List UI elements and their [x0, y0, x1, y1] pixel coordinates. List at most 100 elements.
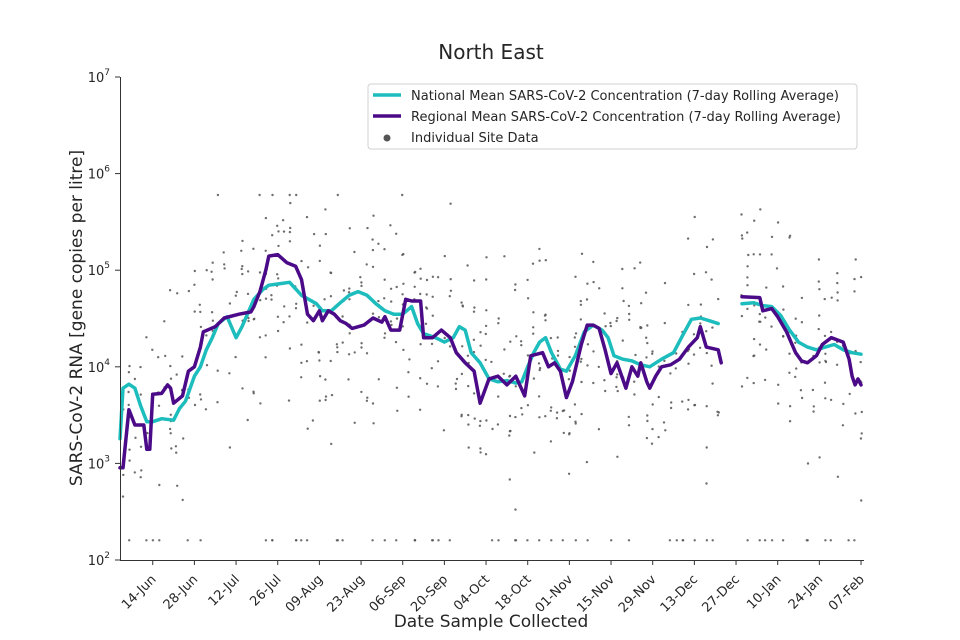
- site-data-point: [579, 303, 583, 306]
- site-data-point: [473, 306, 476, 309]
- site-data-point: [318, 399, 321, 402]
- site-data-point: [609, 321, 612, 325]
- site-data-point: [574, 275, 577, 278]
- site-data-point: [151, 539, 155, 542]
- site-data-point: [740, 213, 743, 216]
- site-data-point: [348, 287, 351, 290]
- site-data-point: [592, 260, 595, 264]
- site-data-point: [705, 482, 708, 485]
- site-data-point: [436, 385, 440, 388]
- site-data-point: [329, 359, 332, 363]
- site-data-point: [199, 539, 202, 542]
- site-data-point: [176, 292, 179, 295]
- x-tick-label: 04-Oct: [451, 572, 493, 614]
- site-data-point: [408, 358, 411, 361]
- site-data-point: [562, 431, 565, 435]
- site-data-point: [341, 341, 344, 344]
- site-data-point: [259, 402, 262, 405]
- site-data-point: [395, 285, 398, 289]
- site-data-point: [324, 378, 327, 381]
- site-data-point: [711, 326, 714, 329]
- site-data-point: [383, 332, 387, 335]
- site-data-point: [847, 539, 850, 542]
- site-data-point: [609, 324, 612, 328]
- site-data-point: [561, 539, 564, 542]
- site-data-point: [533, 451, 536, 454]
- site-data-point: [264, 356, 267, 359]
- site-data-point: [318, 359, 321, 362]
- site-data-point: [805, 539, 808, 542]
- site-data-point: [491, 427, 494, 431]
- site-data-point: [472, 310, 476, 313]
- site-data-point: [305, 360, 309, 363]
- site-data-point: [418, 408, 422, 411]
- site-data-point: [157, 404, 161, 407]
- site-data-point: [122, 473, 125, 477]
- site-data-point: [449, 278, 452, 281]
- site-data-point: [158, 483, 161, 487]
- site-data-point: [705, 446, 708, 449]
- site-data-point: [472, 279, 476, 282]
- site-data-point: [651, 403, 654, 406]
- site-data-point: [318, 259, 321, 263]
- site-data-point: [859, 437, 863, 440]
- site-data-point: [817, 280, 820, 283]
- site-data-point: [842, 402, 845, 406]
- site-data-point: [746, 539, 749, 542]
- site-data-point: [503, 348, 506, 351]
- site-data-point: [424, 322, 428, 325]
- site-data-point: [627, 539, 631, 542]
- site-data-point: [289, 201, 292, 205]
- site-data-point: [746, 284, 749, 287]
- site-data-point: [276, 273, 279, 276]
- site-data-point: [347, 378, 350, 381]
- site-data-point: [574, 539, 577, 542]
- site-data-point: [854, 412, 857, 415]
- x-tick-label: 23-Aug: [325, 572, 368, 615]
- site-data-point: [360, 281, 363, 284]
- site-data-point: [693, 215, 696, 219]
- site-data-point: [686, 408, 690, 411]
- site-data-point: [823, 297, 826, 301]
- site-data-point: [199, 310, 202, 314]
- site-data-point: [335, 539, 339, 542]
- site-data-point: [717, 297, 720, 301]
- site-data-point: [579, 299, 582, 303]
- site-data-point: [222, 251, 225, 254]
- site-data-point: [799, 389, 803, 392]
- site-data-point: [449, 289, 453, 292]
- site-data-point: [794, 317, 797, 320]
- site-data-point: [651, 427, 654, 431]
- site-data-point: [288, 315, 291, 318]
- site-data-point: [770, 253, 773, 256]
- site-data-point: [580, 252, 584, 255]
- site-data-point: [460, 301, 463, 304]
- site-data-point: [252, 390, 255, 393]
- site-data-point: [461, 345, 464, 348]
- site-data-point: [497, 395, 500, 398]
- site-data-point: [555, 411, 559, 414]
- site-data-point: [836, 281, 839, 285]
- site-data-point: [603, 312, 606, 315]
- site-data-point: [812, 410, 815, 413]
- site-data-point: [543, 314, 547, 317]
- site-data-point: [818, 361, 821, 364]
- site-data-point: [580, 357, 583, 361]
- site-data-point: [687, 303, 690, 307]
- y-tick-label: 105: [88, 261, 110, 279]
- site-data-point: [395, 386, 399, 389]
- legend-regional-label: Regional Mean SARS-CoV-2 Concentration (…: [411, 110, 841, 125]
- site-data-point: [549, 440, 553, 443]
- site-data-point: [336, 350, 339, 354]
- site-data-point: [484, 453, 488, 456]
- site-data-point: [234, 294, 237, 297]
- site-data-point: [258, 336, 262, 339]
- site-data-point: [186, 539, 189, 542]
- site-data-point: [277, 230, 280, 233]
- site-data-point: [574, 332, 578, 335]
- site-data-point: [800, 296, 804, 300]
- site-data-point: [324, 395, 328, 398]
- site-data-point: [640, 302, 643, 305]
- site-data-point: [413, 285, 416, 288]
- site-data-point: [258, 271, 262, 274]
